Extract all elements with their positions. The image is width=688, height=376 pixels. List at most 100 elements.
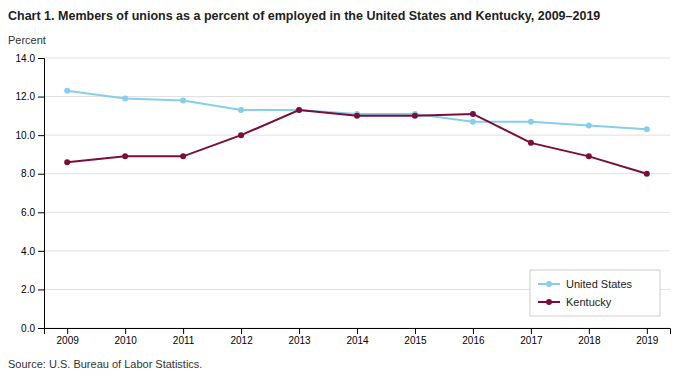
series-point — [470, 119, 476, 125]
series-point — [470, 111, 476, 117]
series-point — [64, 88, 70, 94]
legend: United States Kentucky — [530, 270, 660, 316]
y-tick: 12.0 — [16, 91, 44, 102]
series-point — [122, 153, 128, 159]
legend-box — [530, 270, 660, 316]
y-tick-label: 4.0 — [21, 246, 35, 257]
series-point — [296, 107, 302, 113]
grid-line — [44, 135, 670, 136]
chart: Chart 1. Members of unions as a percent … — [0, 0, 688, 376]
series-line — [67, 91, 647, 130]
y-tick: 6.0 — [21, 207, 44, 218]
y-tick-mark — [38, 251, 44, 252]
series-point — [238, 107, 244, 113]
grid-line — [44, 212, 670, 213]
x-tick-label: 2017 — [520, 335, 543, 346]
x-tick: 2009 — [57, 328, 80, 346]
series-point — [238, 132, 244, 138]
x-tick-mark — [299, 328, 300, 334]
series-point — [586, 123, 592, 129]
y-tick-mark — [38, 58, 44, 59]
y-tick: 4.0 — [21, 246, 44, 257]
x-tick-mark — [125, 328, 126, 334]
series-point — [354, 113, 360, 119]
x-tick: 2012 — [230, 328, 253, 346]
y-axis: 0.0 2.0 4.0 6.0 8.0 10.0 12.0 14.0 — [16, 53, 45, 334]
series-point — [180, 97, 186, 103]
y-tick-label: 10.0 — [16, 130, 36, 141]
x-tick: 2015 — [404, 328, 427, 346]
y-axis-line — [38, 59, 45, 329]
y-tick-mark — [38, 328, 44, 329]
y-tick-mark — [38, 97, 44, 98]
x-tick-label: 2012 — [230, 335, 253, 346]
title: Chart 1. Members of unions as a percent … — [8, 9, 600, 23]
x-tick-label: 2014 — [346, 335, 369, 346]
source: Source: U.S. Bureau of Labor Statistics. — [8, 358, 202, 370]
series-point — [180, 153, 186, 159]
x-tick-label: 2010 — [115, 335, 138, 346]
series-point — [644, 171, 650, 177]
x-tick-label: 2019 — [636, 335, 659, 346]
x-tick: 2013 — [288, 328, 311, 346]
x-axis-line — [45, 329, 671, 335]
x-tick: 2019 — [636, 328, 659, 346]
x-tick: 2010 — [115, 328, 138, 346]
x-tick-label: 2011 — [173, 335, 195, 346]
y-axis-label: Percent — [8, 34, 46, 46]
x-tick-mark — [357, 328, 358, 334]
x-tick: 2016 — [462, 328, 485, 346]
y-tick-label: 2.0 — [21, 284, 35, 295]
y-tick-mark — [38, 289, 44, 290]
legend-marker — [546, 299, 552, 305]
y-tick-label: 12.0 — [16, 91, 36, 102]
series-point — [64, 159, 70, 165]
legend-marker — [546, 281, 552, 287]
x-tick-mark — [531, 328, 532, 334]
x-axis: 2009 2010 2011 2012 2013 2014 2015 2016 2017 2018… — [45, 328, 671, 346]
legend-label: United States — [566, 278, 633, 290]
x-tick-mark — [589, 328, 590, 334]
x-tick-mark — [67, 328, 68, 334]
x-tick: 2017 — [520, 328, 543, 346]
y-tick-mark — [38, 135, 44, 136]
y-tick: 2.0 — [21, 284, 44, 295]
grid-line — [44, 250, 670, 251]
grid-line — [44, 96, 670, 97]
x-tick-mark — [183, 328, 184, 334]
y-tick: 10.0 — [16, 130, 44, 141]
grid-line — [44, 173, 670, 174]
series-point — [412, 113, 418, 119]
x-tick-label: 2009 — [57, 335, 80, 346]
series-line — [67, 110, 647, 174]
x-tick: 2011 — [173, 328, 195, 346]
grid-line — [44, 58, 670, 59]
legend-label: Kentucky — [566, 296, 612, 308]
marks — [64, 88, 650, 177]
x-tick-label: 2015 — [404, 335, 427, 346]
y-tick-label: 14.0 — [16, 53, 36, 64]
y-tick: 0.0 — [21, 323, 44, 334]
series-point — [296, 107, 302, 113]
series-point — [528, 140, 534, 146]
x-tick-label: 2016 — [462, 335, 485, 346]
x-tick-mark — [415, 328, 416, 334]
series-point — [644, 126, 650, 132]
x-tick-mark — [241, 328, 242, 334]
x-tick-label: 2018 — [578, 335, 601, 346]
x-tick-mark — [473, 328, 474, 334]
y-tick-mark — [38, 212, 44, 213]
y-tick-mark — [38, 174, 44, 175]
series-point — [122, 96, 128, 102]
y-tick-label: 8.0 — [21, 168, 35, 179]
y-tick: 14.0 — [16, 53, 44, 64]
series-point — [586, 153, 592, 159]
grid — [44, 58, 670, 328]
x-tick: 2018 — [578, 328, 601, 346]
x-tick-mark — [647, 328, 648, 334]
y-tick-label: 6.0 — [21, 207, 35, 218]
series-point — [528, 119, 534, 125]
x-tick-label: 2013 — [288, 335, 311, 346]
x-tick: 2014 — [346, 328, 369, 346]
y-tick: 8.0 — [21, 168, 44, 179]
